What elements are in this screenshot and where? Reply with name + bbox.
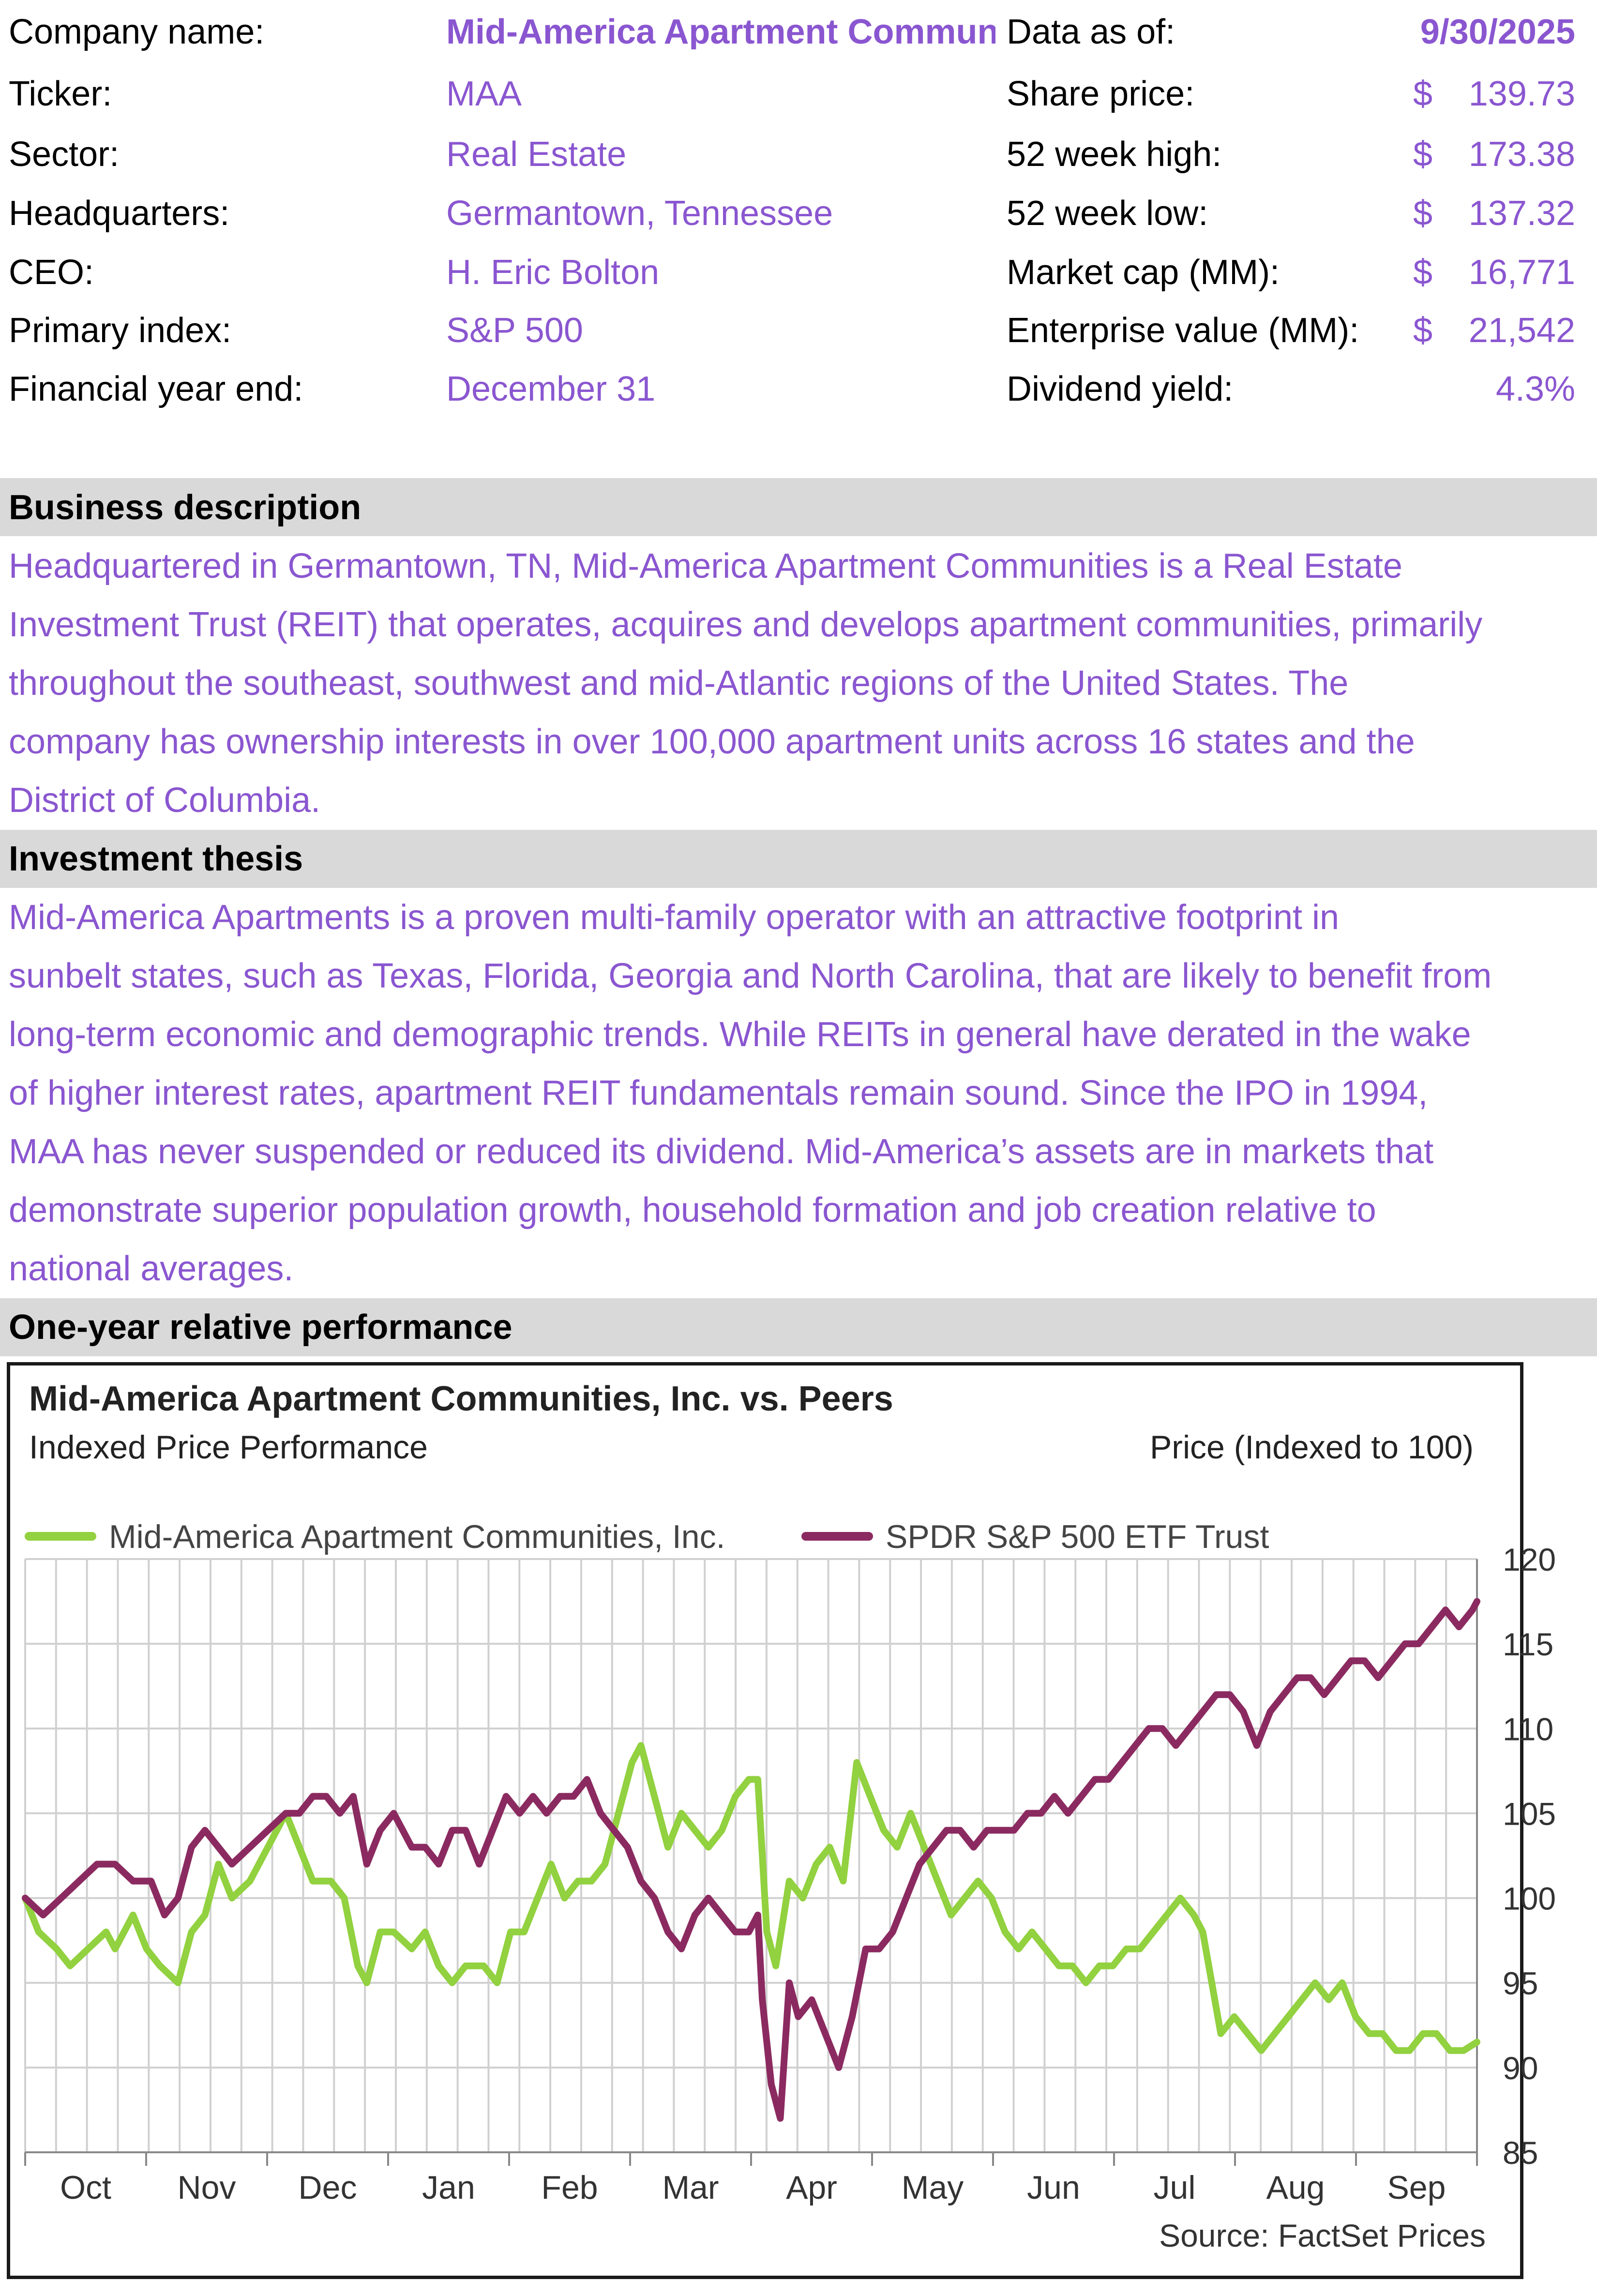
y-tick-label: 85	[1503, 2135, 1538, 2171]
x-tick-label: Jan	[422, 2169, 475, 2206]
business-line: throughout the southeast, southwest and …	[9, 664, 1349, 703]
dividend-yield-value: 4.3%	[1495, 370, 1575, 408]
headquarters-label: Headquarters:	[9, 194, 230, 233]
ceo-value: H. Eric Bolton	[446, 255, 660, 290]
headquarters-value: Germantown, Tennessee	[446, 196, 833, 231]
x-tick-label: Jul	[1154, 2169, 1196, 2206]
performance-header	[0, 1298, 1597, 1356]
business-line: District of Columbia.	[9, 781, 321, 820]
52-week-low-value: 137.32	[1468, 194, 1575, 233]
market-cap-label: Market cap (MM):	[1007, 253, 1280, 292]
thesis-line: MAA has never suspended or reduced its d…	[9, 1132, 1434, 1171]
x-tick-label: May	[902, 2169, 964, 2206]
enterprise-value-currency: $	[1413, 311, 1433, 350]
share-price-label: Share price:	[1007, 75, 1195, 113]
primary-index-label: Primary index:	[9, 311, 232, 350]
sector-label: Sector:	[9, 135, 120, 174]
52-week-high-currency: $	[1413, 135, 1433, 174]
business-line: Investment Trust (REIT) that operates, a…	[9, 605, 1483, 644]
data-as-of-label: Data as of:	[1007, 13, 1175, 51]
52-week-low-currency: $	[1413, 194, 1433, 233]
primary-index-value: S&P 500	[446, 313, 583, 348]
thesis-line: long-term economic and demographic trend…	[9, 1015, 1471, 1054]
x-tick-label: Oct	[60, 2169, 111, 2206]
y-tick-label: 100	[1503, 1881, 1556, 1917]
sector-value: Real Estate	[446, 137, 627, 172]
x-tick-label: Apr	[786, 2169, 837, 2206]
ceo-label: CEO:	[9, 253, 94, 292]
fiscal-year-end-value: December 31	[446, 372, 656, 406]
business-description-heading: Business description	[9, 488, 362, 527]
thesis-line: Mid-America Apartments is a proven multi…	[9, 898, 1340, 937]
business-line: Headquartered in Germantown, TN, Mid-Ame…	[9, 547, 1402, 585]
x-tick-label: Sep	[1387, 2169, 1446, 2206]
y-tick-label: 95	[1503, 1966, 1538, 2001]
share-price-currency: $	[1413, 75, 1433, 113]
chart-subtitle: Indexed Price Performance	[29, 1429, 428, 1466]
series-line-maa	[22, 1742, 1480, 2054]
ticker-value: MAA	[446, 76, 522, 111]
company-name-value: Mid-America Apartment Communities, Inc.	[446, 15, 995, 49]
ticker-label: Ticker:	[9, 75, 112, 113]
legend-label-spy: SPDR S&P 500 ETF Trust	[886, 1518, 1269, 1555]
thesis-line: national averages.	[9, 1249, 294, 1288]
chart-source: Source: FactSet Prices	[1159, 2218, 1486, 2253]
thesis-line: sunbelt states, such as Texas, Florida, …	[9, 957, 1492, 995]
business-description-header	[0, 478, 1597, 536]
y-tick-label: 90	[1503, 2050, 1538, 2086]
performance-chart-frame	[7, 1362, 1523, 2279]
x-tick-label: Nov	[178, 2169, 236, 2206]
legend-label-maa: Mid-America Apartment Communities, Inc.	[109, 1518, 725, 1555]
market-cap-currency: $	[1413, 253, 1433, 292]
investment-thesis-header	[0, 830, 1597, 888]
52-week-low-label: 52 week low:	[1007, 194, 1208, 233]
investment-thesis-heading: Investment thesis	[9, 840, 303, 878]
x-tick-label: Dec	[299, 2169, 357, 2206]
y-tick-label: 115	[1503, 1626, 1553, 1662]
data-as-of-value: 9/30/2025	[1420, 13, 1575, 51]
fiscal-year-end-label: Financial year end:	[9, 370, 303, 408]
x-tick-label: Aug	[1266, 2169, 1325, 2206]
x-tick-label: Jun	[1027, 2169, 1080, 2206]
business-line: company has ownership interests in over …	[9, 722, 1415, 761]
y-tick-label: 110	[1503, 1711, 1553, 1747]
thesis-line: demonstrate superior population growth, …	[9, 1191, 1376, 1230]
performance-heading: One-year relative performance	[9, 1308, 512, 1347]
chart-title: Mid-America Apartment Communities, Inc. …	[29, 1380, 893, 1418]
thesis-line: of higher interest rates, apartment REIT…	[9, 1074, 1428, 1112]
enterprise-value-value: 21,542	[1468, 311, 1575, 350]
dividend-yield-label: Dividend yield:	[1007, 370, 1234, 408]
52-week-high-value: 173.38	[1468, 135, 1575, 174]
enterprise-value-label: Enterprise value (MM):	[1007, 311, 1359, 350]
chart-y-axis-label: Price (Indexed to 100)	[1149, 1429, 1474, 1466]
y-tick-label: 120	[1503, 1542, 1556, 1577]
52-week-high-label: 52 week high:	[1007, 135, 1222, 174]
x-tick-label: Mar	[662, 2169, 719, 2206]
x-tick-label: Feb	[541, 2169, 598, 2206]
series-line-spy	[22, 1598, 1480, 2122]
y-tick-label: 105	[1503, 1796, 1556, 1831]
market-cap-value: 16,771	[1468, 253, 1575, 292]
company-name-label: Company name:	[9, 13, 265, 51]
share-price-value: 139.73	[1468, 75, 1575, 113]
